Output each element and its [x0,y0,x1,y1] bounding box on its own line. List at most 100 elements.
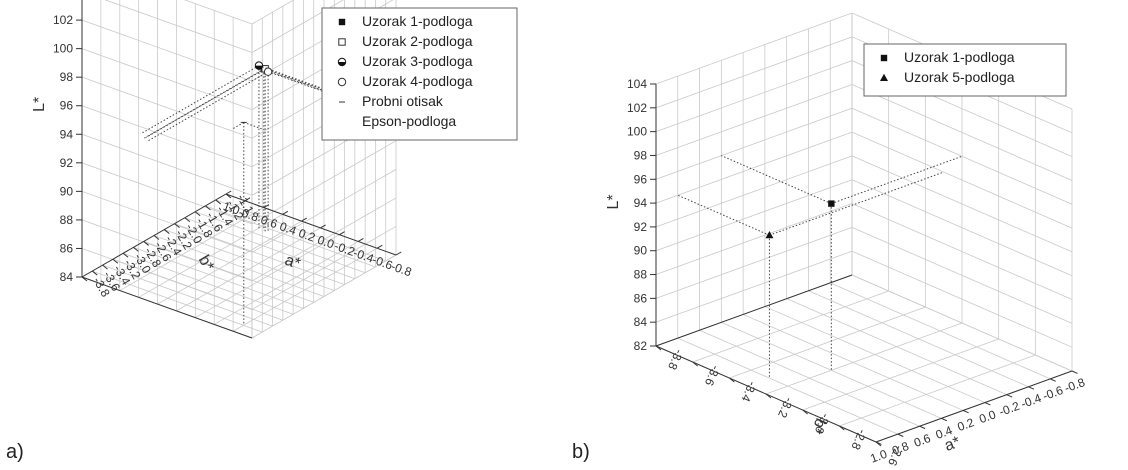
axes [76,0,402,339]
wall-grid-line [851,179,1073,277]
y-tick [112,258,119,264]
x-axis-title: a* [283,252,303,273]
x-tick [301,217,308,222]
wall-grid-line [851,250,1073,348]
x-tick [282,210,289,215]
floor-grid-line [839,354,1036,427]
wall-grid-line [104,0,253,53]
x-tick-label: -0.8 [1063,375,1088,395]
legend-label: Uzorak 2-podloga [362,33,473,49]
x-tick [1006,394,1013,398]
z-axis-title: L* [31,97,48,112]
x-tick-label: 0.8 [240,206,261,225]
x-tick [376,244,383,249]
y-tick [225,193,232,199]
wall-grid-line [251,254,397,339]
y-axis-title: b* [195,252,217,274]
x-tick [897,433,904,437]
z-tick-label: 86 [634,291,648,305]
x-tick [244,197,251,202]
legend-marker [338,38,346,46]
x-tick [339,231,345,236]
x-tick [225,190,232,195]
wall-grid-line [851,155,1073,253]
y-axis-line [875,370,1073,443]
x-tick-label: 0.2 [956,415,977,434]
legend-marker [880,54,888,62]
floor-grid-line [195,211,366,274]
legend-label: Uzorak 3-podloga [362,53,473,69]
legend-marker [338,18,346,26]
floor-grid-line [802,338,999,411]
y-tick [839,425,845,431]
y-tick [122,252,129,258]
legend-label: Uzorak 1-podloga [362,13,473,29]
floor-grid-line [174,223,345,286]
data-point [263,67,273,76]
x-tick-label: 0.0 [977,407,998,426]
x-tick [357,238,364,242]
z-tick-label: 104 [627,77,647,91]
data-points [677,155,963,379]
y-tick [692,361,698,367]
y-tick [91,270,98,276]
x-tick-label: 0.6 [912,431,933,450]
z-tick-label: 92 [60,156,74,170]
grid-lines [81,0,397,339]
y-tick [184,217,191,223]
wall-grid-line [655,250,853,323]
z-tick-label: 92 [634,220,648,234]
wall-grid-line [183,0,253,25]
floor-grid-line [153,235,325,297]
wall-grid-line [81,162,253,225]
wall-grid-line [655,203,853,275]
x-axis-title: a* [942,434,962,455]
y-tick [655,345,662,351]
wall-grid-line [655,12,853,85]
x-tick-label: -0.4 [1019,391,1044,411]
y-tick [81,276,88,282]
y-tick [133,246,139,252]
z-tick-label: 102 [627,101,647,115]
legend-box [863,43,1067,97]
wall-grid-line [81,133,253,196]
floor-grid-line [123,252,294,315]
x-tick [919,425,926,430]
legend: Uzorak 1-podloga Uzorak 2-podloga Uzorak 3… [321,7,518,141]
legend-marker [337,77,347,87]
projection-line-left-wall [232,121,245,129]
z-axis-title: L* [605,194,622,209]
legend-label: Uzorak 1-podloga [904,49,1015,65]
floor-grid-line [143,241,314,303]
x-tick-label: 1.0 [868,447,889,466]
x-tick [1028,386,1035,390]
legend-marker-half [338,62,346,66]
wall-grid-line [655,36,853,109]
z-tick-label: 90 [634,244,648,258]
legend-label: Uzorak 5-podloga [904,69,1015,85]
legend-marker [337,57,347,67]
wall-grid-line [655,226,853,299]
wall-grid-line [251,197,397,282]
x-axis-line [81,276,253,339]
legend-label: Uzorak 4-podloga [362,73,473,89]
z-tick-label: 98 [60,70,74,84]
projection-line-right-wall [264,68,372,108]
projection-line-right-wall [243,121,263,130]
projection-line-right-wall [831,155,963,205]
wall-grid-line [851,203,1073,300]
panel-b-chart: 828486889092949698100102104-0.8-0.6-0.4-… [605,12,1088,468]
x-tick-label: 0.4 [934,423,955,442]
x-tick [941,417,948,422]
z-tick-label: 90 [60,184,74,198]
z-tick-label: 94 [60,127,74,141]
z-tick-label: 88 [60,213,74,227]
wall-grid-line [851,84,1073,181]
floor-grid-line [205,205,376,268]
y-tick [205,205,211,211]
wall-grid-line [81,105,253,168]
y-tick [163,229,170,234]
x-tick-label: 0.8 [890,439,911,458]
legend-label: Probni otisak [362,93,444,109]
z-tick-label: 98 [634,148,648,162]
